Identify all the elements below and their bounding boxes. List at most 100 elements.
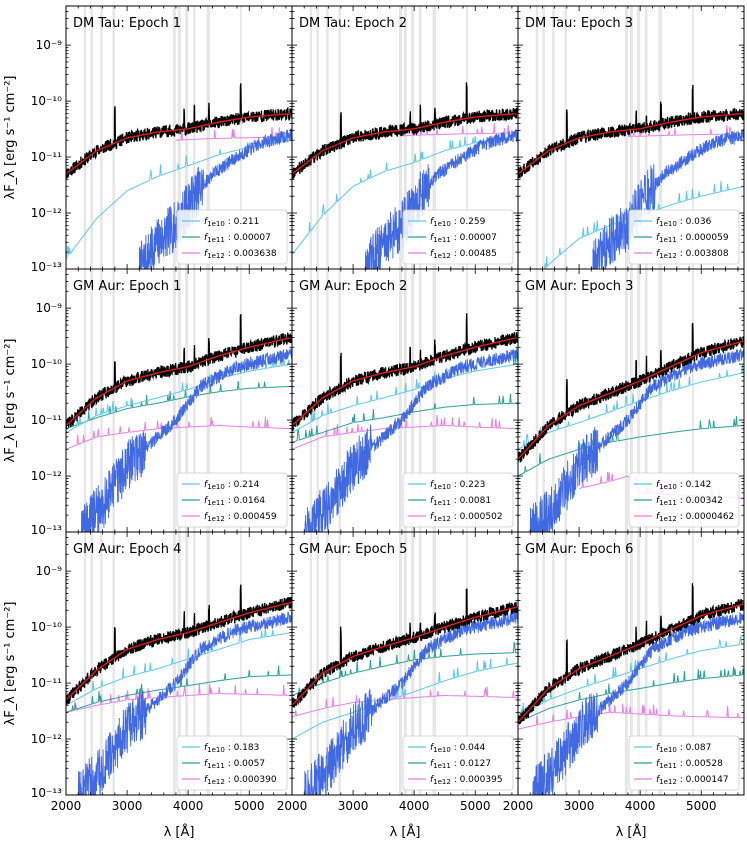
masked-band: [83, 532, 87, 795]
panel-plot-area: [66, 532, 292, 795]
masked-band: [177, 532, 181, 795]
legend-label: f1e11 : 0.00007: [430, 233, 497, 244]
masked-band: [629, 269, 633, 532]
model-total-curve: [292, 606, 518, 706]
legend-label: f1e11 : 0.00528: [656, 759, 723, 770]
stellar-template-curve: [304, 347, 518, 532]
masked-band: [240, 269, 242, 532]
masked-band: [398, 6, 402, 269]
legend-label: f1e12 : 0.000502: [430, 512, 503, 523]
component-curve-f1e12: [66, 683, 292, 713]
component-curve-f1e11: [66, 665, 292, 713]
legend-label: f1e12 : 0.0000462: [656, 512, 734, 523]
masked-band: [240, 532, 242, 795]
masked-band: [316, 532, 319, 795]
x-tick-label: 5000: [234, 799, 265, 813]
masked-band: [637, 6, 641, 269]
panel-title: GM Aur: Epoch 2: [299, 279, 407, 294]
panel-legend: f1e10 : 0.087 f1e11 : 0.00528 f1e12 : 0.00…: [628, 735, 740, 791]
component-curve-f1e12: [66, 416, 292, 450]
component-curve-f1e12: [175, 126, 292, 141]
masked-band: [90, 532, 93, 795]
masked-band: [398, 532, 402, 795]
panel-legend: f1e10 : 0.183 f1e11 : 0.0057 f1e12 : 0.000…: [176, 735, 288, 791]
masked-band: [185, 532, 189, 795]
stellar-template-curve: [364, 128, 518, 269]
masked-band: [419, 532, 422, 795]
legend-label: f1e12 : 0.000147: [656, 775, 729, 786]
masked-band: [535, 269, 539, 532]
panel-legend: f1e10 : 0.223 f1e11 : 0.0081 f1e12 : 0.000…: [402, 472, 514, 528]
panel-title: GM Aur: Epoch 6: [525, 542, 633, 557]
y-tick-label: 10⁻¹⁰: [31, 620, 62, 634]
masked-band: [83, 6, 87, 269]
masked-band: [658, 532, 663, 795]
legend-label: f1e11 : 0.00007: [204, 233, 271, 244]
masked-band: [411, 269, 415, 532]
legend-label: f1e12 : 0.003638: [204, 249, 277, 260]
masked-band: [172, 269, 176, 532]
panel-title: DM Tau: Epoch 2: [299, 16, 407, 31]
legend-label: f1e10 : 0.044: [430, 743, 486, 754]
model-total-curve: [518, 112, 744, 175]
masked-band: [692, 532, 694, 795]
component-curve-f1e11: [518, 415, 744, 477]
panel-legend: f1e10 : 0.142 f1e11 : 0.00342 f1e12 : 0.00…: [628, 472, 740, 528]
masked-band: [326, 269, 329, 532]
legend-label: f1e11 : 0.0127: [430, 759, 491, 770]
masked-band: [552, 6, 555, 269]
legend-box: [402, 472, 514, 528]
stellar-template-curve: [303, 611, 518, 795]
component-curve-f1e10: [292, 354, 518, 433]
masked-band: [564, 532, 567, 795]
masked-band: [398, 269, 402, 532]
masked-band: [206, 269, 211, 532]
masked-band: [542, 6, 545, 269]
masked-band: [645, 6, 648, 269]
observed-spectrum-curve: [292, 588, 518, 708]
panel-title: GM Aur: Epoch 5: [299, 542, 407, 557]
legend-label: f1e10 : 0.259: [430, 217, 486, 228]
legend-label: f1e10 : 0.142: [656, 480, 711, 491]
model-total-curve: [66, 601, 292, 701]
legend-label: f1e10 : 0.211: [204, 217, 259, 228]
y-tick-label: 10⁻¹⁰: [31, 357, 62, 371]
legend-box: [628, 209, 740, 265]
component-curve-f1e10: [66, 627, 292, 706]
panel-title: GM Aur: Epoch 3: [525, 279, 633, 294]
masked-band: [466, 6, 468, 269]
x-tick-label: 3000: [564, 799, 595, 813]
x-tick-label: 3000: [112, 799, 143, 813]
model-total-curve: [292, 336, 518, 427]
component-curve-f1e11: [66, 381, 292, 430]
masked-band: [432, 269, 437, 532]
legend-box: [176, 209, 288, 265]
panel-plot-area: [66, 269, 292, 532]
x-tick-label: 5000: [686, 799, 717, 813]
y-tick-label: 10⁻¹²: [31, 732, 62, 746]
masked-band: [309, 532, 313, 795]
stellar-template-curve: [77, 610, 292, 795]
model-total-curve: [518, 603, 744, 723]
legend-box: [176, 735, 288, 791]
model-total-curve: [66, 336, 292, 427]
y-tick-label: 10⁻⁹: [36, 38, 63, 52]
panel-legend: f1e10 : 0.036 f1e11 : 0.000059 f1e12 : 0.0…: [628, 209, 740, 265]
panel-legend: f1e10 : 0.214 f1e11 : 0.0164 f1e12 : 0.000…: [176, 472, 288, 528]
y-tick-label: 10⁻⁹: [36, 301, 63, 315]
component-curve-f1e10: [292, 657, 518, 740]
component-curve-f1e11: [292, 641, 518, 696]
masked-band: [185, 6, 189, 269]
panel-2: DM Tau: Epoch 2 f1e10 : 0.259 f1e11 : 0.00…: [291, 5, 519, 270]
x-tick-label: 5000: [460, 799, 491, 813]
legend-label: f1e11 : 0.0164: [204, 496, 265, 507]
legend-label: f1e11 : 0.000059: [656, 233, 729, 244]
masked-band: [564, 269, 567, 532]
masked-band: [535, 532, 539, 795]
panel-4: 10⁻¹² 10⁻¹¹ 10⁻¹⁰ 10⁻⁹ 10⁻¹³ GM Aur: Epoch 1 f…: [31, 268, 293, 537]
stellar-template-curve: [532, 611, 744, 795]
component-curve-f1e10: [518, 364, 744, 450]
masked-band: [466, 532, 468, 795]
masked-band: [432, 6, 437, 269]
